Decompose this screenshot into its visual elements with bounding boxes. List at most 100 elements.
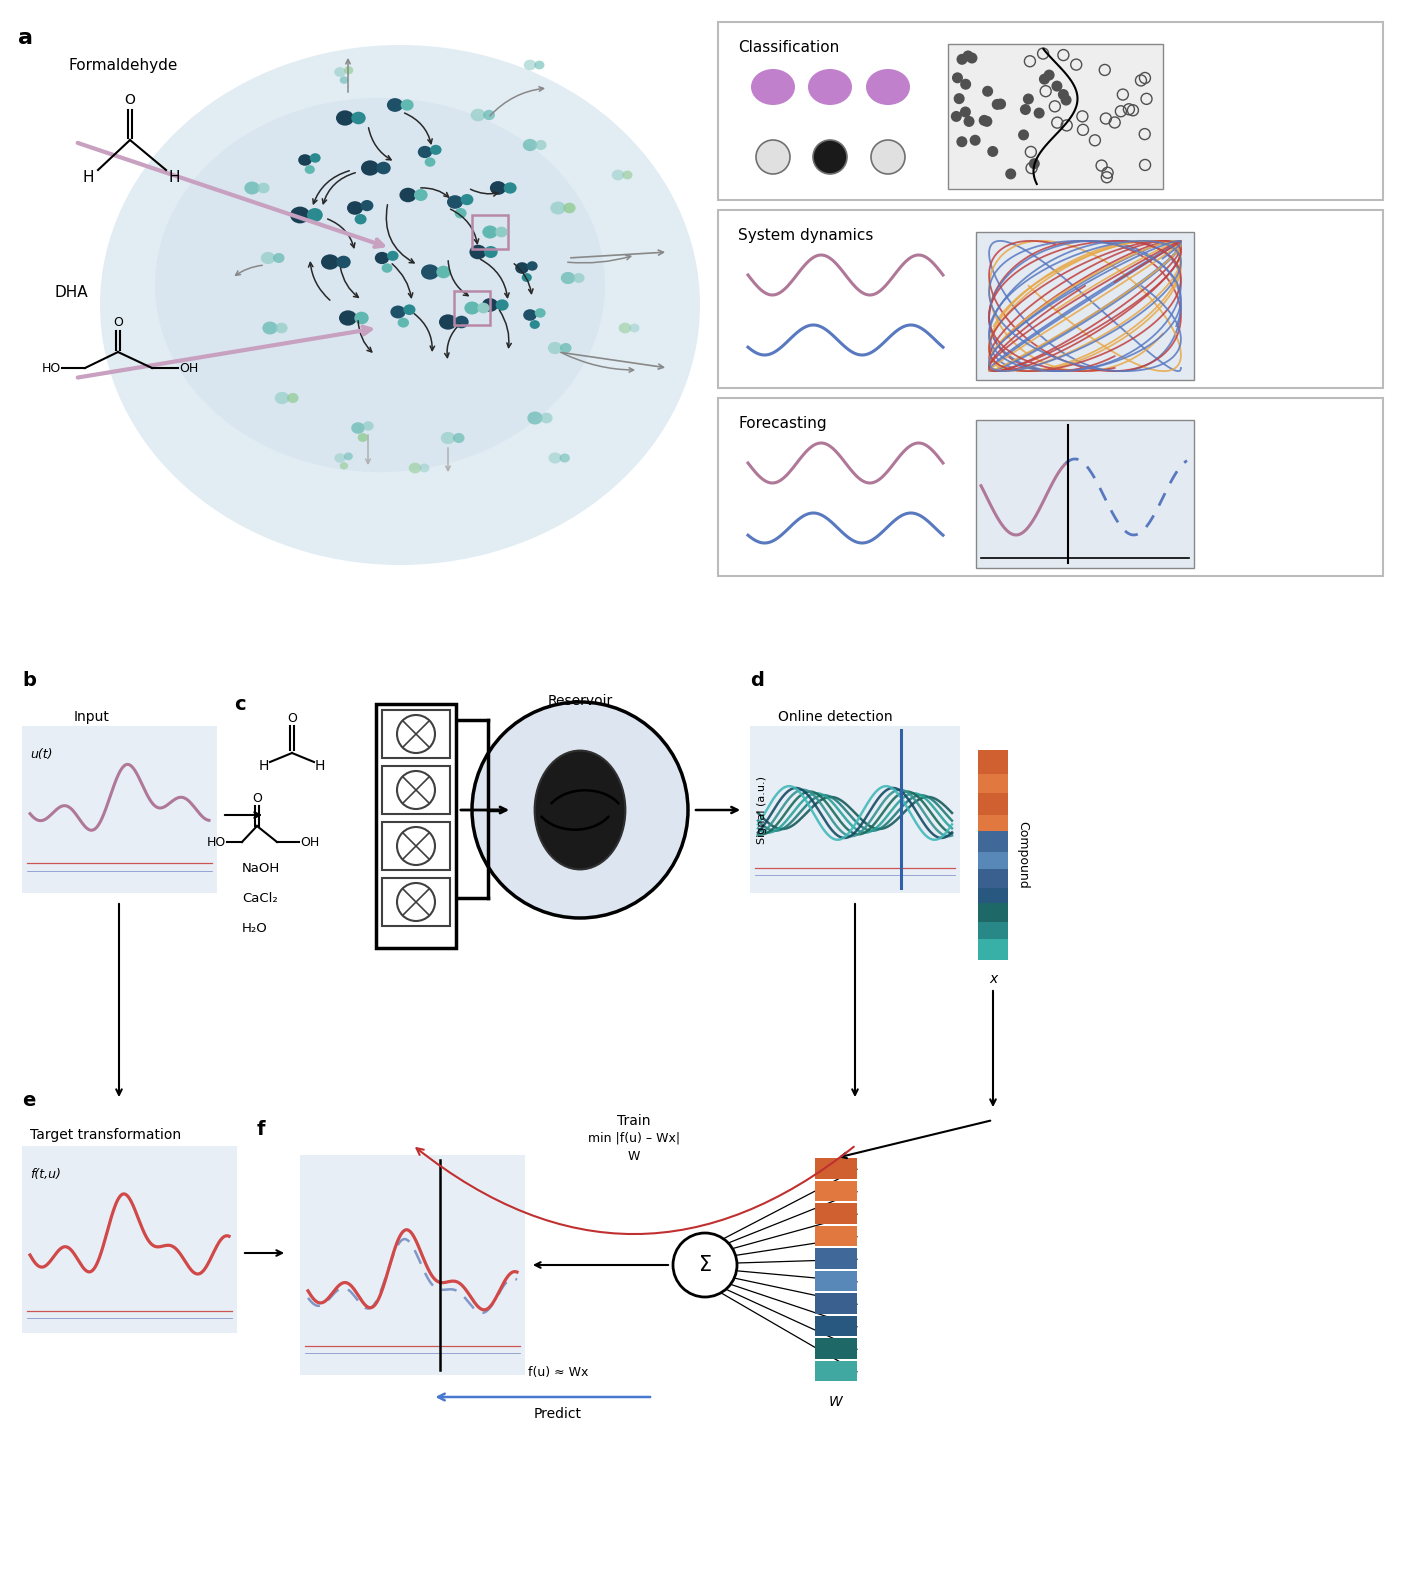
Bar [377,703,457,947]
Text: H: H [169,171,180,185]
Circle shape [954,93,965,104]
Bar [978,793,1007,815]
Circle shape [1028,158,1040,169]
Ellipse shape [482,225,497,239]
Circle shape [813,140,847,174]
Text: O: O [251,791,261,804]
Ellipse shape [386,99,403,112]
Ellipse shape [464,301,479,314]
Ellipse shape [361,199,374,211]
Ellipse shape [336,255,351,268]
Text: HO: HO [207,836,226,849]
Text: Forecasting: Forecasting [738,416,826,431]
Ellipse shape [441,432,455,443]
Text: OH: OH [178,362,198,375]
Ellipse shape [437,266,451,278]
Text: Signal (a.u.): Signal (a.u.) [757,775,767,844]
Circle shape [1038,73,1050,85]
Bar [948,45,1163,188]
Bar [718,22,1383,199]
Bar [718,211,1383,388]
Circle shape [953,72,962,83]
Circle shape [398,715,436,753]
Ellipse shape [414,190,427,201]
Text: HO: HO [42,362,62,375]
Ellipse shape [257,183,270,193]
Circle shape [1019,129,1028,140]
Text: System dynamics: System dynamics [738,228,874,242]
Ellipse shape [336,110,354,126]
Circle shape [979,115,989,126]
Text: min |f(u) – Wx|: min |f(u) – Wx| [587,1132,680,1145]
Bar [978,869,1007,888]
Ellipse shape [559,453,570,463]
Ellipse shape [455,207,466,219]
Ellipse shape [351,112,365,124]
Ellipse shape [561,343,572,352]
Bar [301,1155,525,1375]
Bar [815,1247,857,1268]
Ellipse shape [865,69,910,105]
Bar [976,419,1194,568]
Ellipse shape [275,392,289,404]
Ellipse shape [430,145,441,155]
Ellipse shape [454,316,469,329]
Ellipse shape [375,252,389,265]
Ellipse shape [527,412,542,424]
Text: c: c [235,695,246,715]
Text: Train: Train [617,1113,651,1128]
Ellipse shape [287,392,298,404]
Text: Formaldehyde: Formaldehyde [67,57,177,73]
Circle shape [871,140,905,174]
Circle shape [1044,70,1055,81]
Text: OH: OH [301,836,319,849]
Ellipse shape [471,108,485,121]
Ellipse shape [535,308,545,317]
Bar [718,399,1383,576]
Circle shape [1051,81,1062,91]
Circle shape [398,884,436,920]
Bar [978,774,1007,793]
Ellipse shape [563,203,576,214]
Bar [815,1180,857,1201]
Ellipse shape [535,140,547,150]
Ellipse shape [422,265,438,279]
Ellipse shape [490,182,506,195]
Ellipse shape [354,311,368,324]
Ellipse shape [309,153,320,163]
Ellipse shape [344,67,353,75]
Circle shape [472,702,688,919]
Text: Input: Input [74,710,110,724]
Bar [472,215,509,249]
Text: e: e [22,1091,35,1110]
Text: O: O [287,711,296,724]
Ellipse shape [155,97,606,472]
Circle shape [960,107,971,118]
Ellipse shape [483,110,495,120]
Circle shape [969,134,981,145]
Circle shape [1023,94,1034,105]
Bar [815,1271,857,1290]
Text: W: W [829,1396,843,1408]
Ellipse shape [261,252,275,265]
Bar [815,1361,857,1381]
Text: O: O [112,316,124,329]
Ellipse shape [386,250,399,262]
Ellipse shape [244,182,260,195]
Text: Compound: Compound [1016,821,1028,888]
Ellipse shape [340,77,348,85]
Ellipse shape [503,182,517,193]
Text: H: H [83,171,94,185]
Ellipse shape [469,244,486,260]
Circle shape [398,770,436,809]
Circle shape [1020,104,1031,115]
Ellipse shape [447,195,464,209]
Circle shape [1061,94,1072,105]
Ellipse shape [399,188,416,203]
Circle shape [957,136,968,147]
Ellipse shape [347,201,362,215]
Ellipse shape [629,324,639,332]
Ellipse shape [305,166,315,174]
Ellipse shape [752,69,795,105]
Text: Predict: Predict [534,1407,582,1421]
